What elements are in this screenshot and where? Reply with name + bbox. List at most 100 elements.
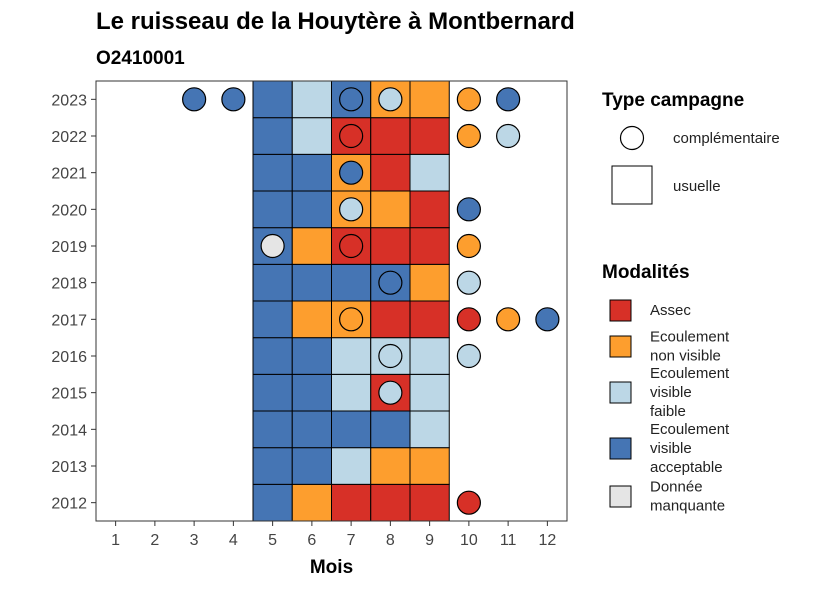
- tile-2020-9: [409, 190, 450, 229]
- legend-type-usuelle-label: usuelle: [673, 178, 721, 195]
- y-tick-label-2018: 2018: [51, 276, 87, 293]
- point-2018-8: [378, 270, 403, 295]
- y-tick-label-2013: 2013: [51, 459, 87, 476]
- y-tick-label-2019: 2019: [51, 239, 87, 256]
- legend: Type campagne complémentaire usuelle Modali…: [602, 90, 780, 515]
- x-tick-label-6: 6: [307, 532, 316, 549]
- tile-2016-6: [291, 337, 332, 375]
- y-tick-label-2015: 2015: [51, 386, 87, 403]
- tile-2023-6: [291, 80, 332, 119]
- x-tick-label-2: 2: [150, 532, 159, 549]
- tile-2012-5: [252, 483, 293, 522]
- tile-2022-9: [409, 117, 450, 155]
- legend-modalite-label-4-1: manquante: [650, 498, 725, 515]
- y-tick-label-2016: 2016: [51, 349, 87, 366]
- y-tick-label-2021: 2021: [51, 166, 87, 183]
- chart-title: Le ruisseau de la Houytère à Montbernard: [96, 8, 575, 35]
- x-tick-label-3: 3: [190, 532, 199, 549]
- tile-2022-6: [291, 117, 332, 155]
- tile-2019-6: [291, 227, 332, 265]
- tile-2019-8: [370, 227, 411, 265]
- y-tick-label-2012: 2012: [51, 496, 87, 513]
- tile-2022-5: [252, 117, 293, 155]
- x-axis-title: Mois: [310, 557, 353, 578]
- point-2016-8: [378, 343, 403, 369]
- legend-modalite-key-0: [609, 299, 632, 322]
- x-tick-label-10: 10: [460, 532, 478, 549]
- point-2017-11: [496, 307, 521, 332]
- legend-modalite-label-4-0: Donnée: [650, 479, 703, 496]
- tile-2016-7: [331, 337, 372, 375]
- point-2018-10: [456, 270, 481, 295]
- legend-modalite-label-1-0: Ecoulement: [650, 329, 730, 346]
- tile-2014-5: [252, 410, 293, 449]
- x-tick-label-8: 8: [386, 532, 395, 549]
- tile-2023-9: [409, 80, 450, 119]
- point-2020-7: [339, 197, 364, 222]
- x-tick-label-12: 12: [538, 532, 556, 549]
- tile-2014-7: [331, 410, 372, 449]
- tile-2017-6: [291, 300, 332, 339]
- tile-2023-5: [252, 80, 293, 119]
- point-2023-4: [221, 87, 246, 112]
- tile-2021-8: [370, 153, 411, 192]
- point-2023-8: [378, 87, 403, 112]
- legend-modalite-label-2-2: faible: [650, 403, 686, 420]
- point-2019-7: [339, 233, 364, 259]
- point-2017-7: [339, 307, 364, 332]
- tile-2012-9: [409, 483, 450, 522]
- tile-2015-7: [331, 373, 372, 412]
- y-tick-label-2017: 2017: [51, 312, 87, 329]
- tile-2013-8: [370, 447, 411, 485]
- point-2017-10: [456, 307, 481, 332]
- point-2022-11: [496, 123, 521, 149]
- legend-modalites-title: Modalités: [602, 262, 690, 283]
- tile-2018-6: [291, 263, 332, 302]
- tile-2013-7: [331, 447, 372, 485]
- point-2023-3: [182, 87, 207, 112]
- y-tick-label-2014: 2014: [51, 422, 87, 439]
- point-2022-10: [456, 123, 481, 149]
- tile-2018-7: [331, 263, 372, 302]
- tile-2015-6: [291, 373, 332, 412]
- tile-2020-8: [370, 190, 411, 229]
- tile-2016-9: [409, 337, 450, 375]
- tile-2016-5: [252, 337, 293, 375]
- legend-type-title: Type campagne: [602, 90, 744, 111]
- y-tick-label-2023: 2023: [51, 92, 87, 109]
- tile-2012-8: [370, 483, 411, 522]
- tile-2015-9: [409, 373, 450, 412]
- tile-2017-8: [370, 300, 411, 339]
- legend-modalite-label-3-2: acceptable: [650, 459, 723, 476]
- tile-2013-6: [291, 447, 332, 485]
- tile-2017-5: [252, 300, 293, 339]
- legend-modalite-key-4: [609, 485, 632, 508]
- legend-modalite-label-2-0: Ecoulement: [650, 365, 730, 382]
- y-tick-label-2022: 2022: [51, 129, 87, 146]
- tile-2012-6: [291, 483, 332, 522]
- plot-area: 1 2 3 4 5 6 7 8 9 10 11 122012201320142015201620172…: [51, 80, 568, 578]
- legend-modalite-key-3: [609, 437, 632, 460]
- legend-modalite-label-3-1: visible: [650, 440, 692, 457]
- tile-2019-9: [409, 227, 450, 265]
- tile-2020-6: [291, 190, 332, 229]
- point-2023-10: [456, 87, 481, 112]
- tile-2021-9: [409, 153, 450, 192]
- point-2020-10: [456, 197, 481, 222]
- x-tick-label-9: 9: [425, 532, 434, 549]
- tile-2021-6: [291, 153, 332, 192]
- point-2012-10: [456, 490, 481, 515]
- x-tick-label-4: 4: [229, 532, 238, 549]
- tile-2022-8: [370, 117, 411, 155]
- tile-2013-5: [252, 447, 293, 485]
- x-tick-label-7: 7: [347, 532, 356, 549]
- tile-2017-9: [409, 300, 450, 339]
- tile-2014-6: [291, 410, 332, 449]
- tile-2018-5: [252, 263, 293, 302]
- tile-2018-9: [409, 263, 450, 302]
- panel-border: [95, 80, 568, 522]
- legend-type-complementaire-key: [619, 125, 645, 151]
- point-2023-11: [496, 87, 521, 112]
- x-tick-label-11: 11: [500, 532, 517, 549]
- tile-2021-7: [331, 153, 372, 192]
